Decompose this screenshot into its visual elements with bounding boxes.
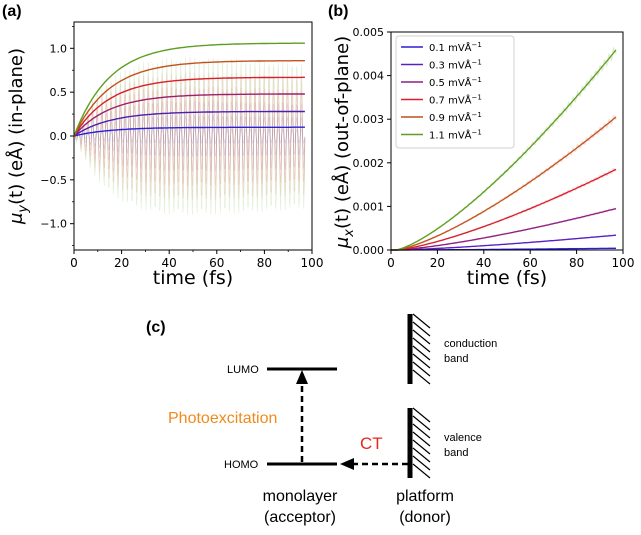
chart-b-frame — [390, 31, 624, 251]
chart-b-series-3 — [391, 168, 617, 251]
chart-a-oscillation-5 — [73, 56, 306, 215]
chart-b-ytick-label: 0.005 — [353, 26, 385, 39]
chart-a-ytick-label: 1.0 — [50, 42, 68, 55]
chart-a-series-3 — [73, 76, 305, 137]
valence-band-hatch — [412, 407, 431, 479]
donor-label: (donor) — [399, 509, 451, 526]
chart-a-xtick-label: 100 — [301, 256, 324, 270]
band-hatch-line — [412, 337, 431, 353]
chart-a-oscillation-1 — [73, 115, 306, 157]
chart-b-legend-label: 0.9 mVÅ−1 — [429, 111, 482, 124]
chart-b-ytick-label: 0.001 — [353, 200, 385, 213]
chart-a-oscillation-0 — [73, 127, 306, 145]
chart-b-ytick-label: 0.004 — [353, 70, 385, 83]
chart-a-series-0 — [73, 126, 305, 137]
band-hatch-line — [412, 329, 431, 345]
band-hatch-line — [412, 455, 431, 471]
chart-b-ytick-label: 0.003 — [353, 113, 385, 126]
chart-b: 0 20 40 60 80 100 0.000 0.001 0.002 0.003 0.004 0.0… — [331, 26, 634, 289]
chart-b-series-5 — [391, 49, 617, 251]
valence-band-label-line1: valence — [444, 432, 482, 444]
band-hatch-line — [412, 353, 431, 369]
panel-label-b: (b) — [328, 3, 348, 20]
chart-a: 0 20 40 60 80 100−1.0−0.50.00.51.0 time (fs) … — [5, 21, 324, 289]
chart-b-xtick-label: 80 — [569, 256, 584, 270]
chart-a-series-2 — [73, 93, 305, 137]
chart-a-ytick-label: −1.0 — [40, 218, 67, 231]
photoexcitation-arrowhead — [296, 370, 308, 384]
chart-a-ylabel-main: μ — [6, 213, 27, 225]
chart-a-series-5 — [73, 42, 305, 137]
chart-b-ylabel-main: μ — [332, 237, 353, 249]
chart-a-xtick-label: 40 — [162, 256, 177, 270]
chart-b-legend-label: 0.1 mVÅ−1 — [429, 41, 482, 54]
chart-a-ytick-label: 0.5 — [50, 86, 68, 99]
conduction-band-hatch — [412, 313, 431, 385]
chart-a-ylabel-sub: y — [16, 205, 31, 214]
ct-label: CT — [360, 434, 383, 453]
chart-b-legend-label: 0.5 mVÅ−1 — [429, 76, 482, 89]
band-hatch-line — [412, 369, 431, 385]
band-hatch-line — [412, 407, 431, 423]
chart-b-xtick-label: 40 — [476, 256, 491, 270]
monolayer-label: monolayer — [263, 488, 338, 505]
band-hatch-line — [412, 345, 431, 361]
chart-a-oscillation-4 — [73, 71, 306, 201]
panel-label-a: (a) — [2, 3, 22, 20]
band-hatch-line — [412, 313, 431, 329]
chart-a-ylabel: μy(t) (eÅ) (in-plane) — [5, 48, 31, 225]
chart-b-ylabel-rest: (t) (eÅ) (out-of-plane) — [331, 36, 353, 229]
band-hatch-line — [412, 447, 431, 463]
chart-a-xlabel: time (fs) — [153, 267, 233, 289]
chart-b-ylabel: μx(t) (eÅ) (out-of-plane) — [331, 36, 357, 249]
platform-label: platform — [396, 488, 454, 505]
chart-b-series-4 — [391, 116, 617, 251]
chart-b-xtick-label: 0 — [387, 256, 395, 270]
chart-a-oscillation-3 — [73, 85, 306, 186]
chart-a-ytick-label: 0.0 — [50, 130, 68, 143]
chart-a-ylabel-rest: (t) (eÅ) (in-plane) — [5, 48, 27, 205]
chart-a-series-4 — [73, 60, 305, 137]
chart-b-ylabel-sub: x — [342, 229, 357, 238]
band-hatch-line — [412, 431, 431, 447]
energy-diagram: LUMO HOMO Photoexcitation CT conduction … — [168, 313, 497, 526]
panel-label-c: (c) — [146, 319, 166, 336]
chart-a-oscillation-2 — [73, 100, 306, 172]
acceptor-label: (acceptor) — [264, 509, 336, 526]
chart-a-xtick-label: 20 — [114, 256, 129, 270]
valence-band-label-line2: band — [444, 447, 468, 459]
ct-arrowhead — [340, 458, 354, 470]
chart-b-ytick-label: 0.000 — [353, 244, 385, 257]
chart-b-series-1 — [391, 234, 617, 251]
band-hatch-line — [412, 321, 431, 337]
chart-b-xtick-label: 100 — [612, 256, 635, 270]
chart-a-xtick-label: 80 — [257, 256, 272, 270]
chart-b-legend-label: 1.1 mVÅ−1 — [429, 129, 482, 142]
conduction-band-label-line2: band — [444, 353, 468, 365]
chart-b-legend-label: 0.7 mVÅ−1 — [429, 94, 482, 107]
band-hatch-line — [412, 439, 431, 455]
chart-b-legend-label: 0.3 mVÅ−1 — [429, 59, 482, 72]
chart-b-series-2 — [391, 207, 617, 251]
chart-b-xtick-label: 60 — [523, 256, 538, 270]
chart-a-series-1 — [73, 110, 305, 137]
band-hatch-line — [412, 423, 431, 439]
chart-a-ytick-label: −0.5 — [40, 174, 67, 187]
chart-b-xtick-label: 20 — [430, 256, 445, 270]
conduction-band-label-line1: conduction — [444, 338, 497, 350]
chart-b-xlabel: time (fs) — [467, 267, 547, 289]
chart-a-xtick-label: 60 — [209, 256, 224, 270]
photoexcitation-label: Photoexcitation — [168, 410, 277, 427]
chart-b-legend-box — [395, 35, 515, 149]
chart-a-xtick-label: 0 — [70, 256, 78, 270]
band-hatch-line — [412, 463, 431, 479]
homo-label: HOMO — [224, 459, 259, 471]
lumo-label: LUMO — [227, 364, 259, 376]
band-hatch-line — [412, 361, 431, 377]
band-hatch-line — [412, 415, 431, 431]
chart-b-ytick-label: 0.002 — [353, 157, 385, 170]
